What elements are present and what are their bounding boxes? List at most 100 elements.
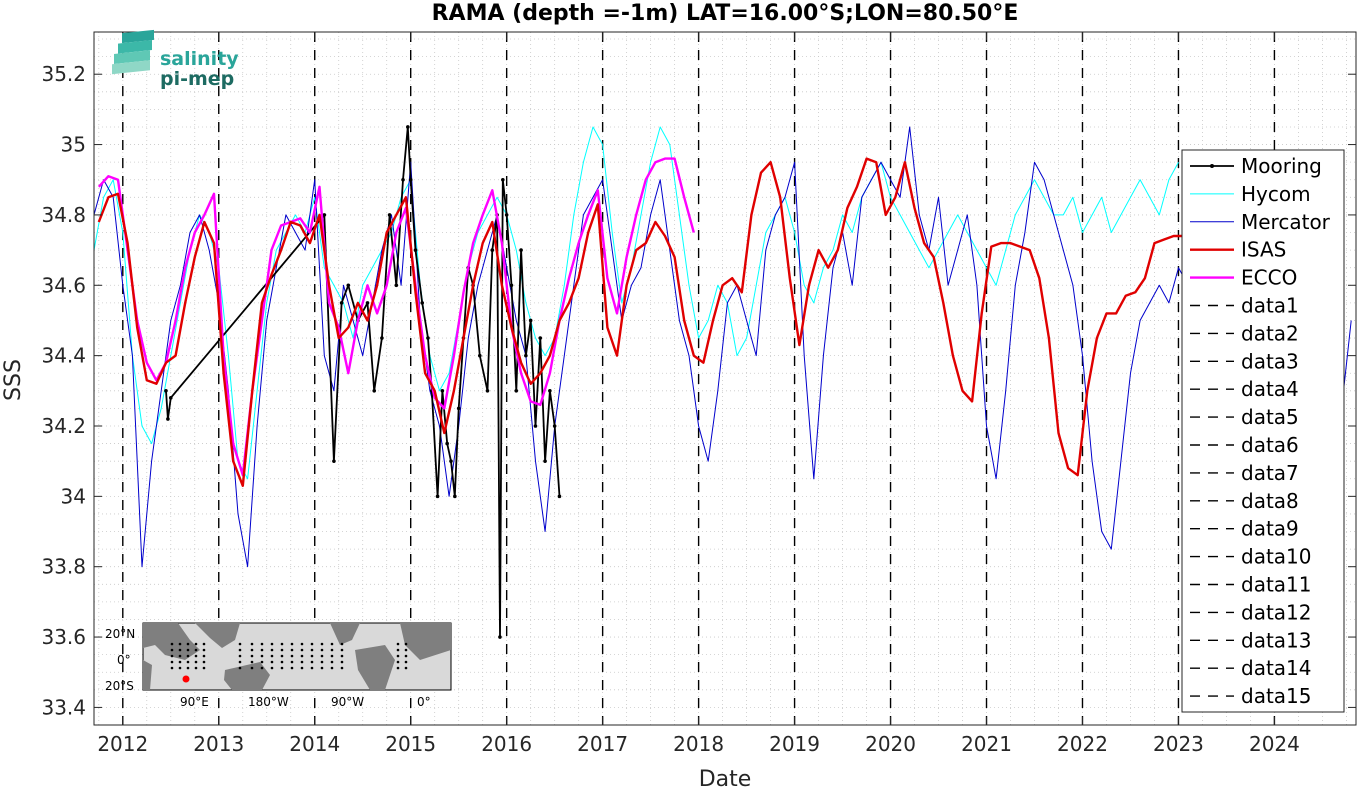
legend-label-data2: data2 [1241, 321, 1299, 345]
inset-mooring-dot [270, 642, 274, 646]
inset-mooring-dot [202, 666, 206, 670]
series-point-mooring [401, 177, 405, 182]
inset-mooring-dot [250, 642, 254, 646]
legend-label-data7: data7 [1241, 461, 1299, 485]
legend-marker-mooring [1210, 164, 1214, 168]
series-point-mooring [420, 301, 425, 305]
legend-label-data12: data12 [1241, 600, 1312, 624]
inset-mooring-dot [170, 642, 174, 646]
inset-mooring-dot [404, 654, 408, 658]
inset-mooring-dot [310, 654, 314, 658]
inset-mooring-dot [178, 660, 182, 664]
inset-mooring-dot [310, 648, 314, 652]
series-point-mooring [332, 459, 336, 463]
inset-mooring-dot [186, 660, 190, 664]
series-line-hycom [93, 126, 1179, 480]
x-tick-label-2023: 2023 [1153, 732, 1204, 756]
legend-label-data14: data14 [1241, 656, 1312, 680]
series-point-mooring [557, 494, 562, 499]
inset-mooring-dot [290, 648, 294, 652]
inset-mooring-dot [340, 660, 344, 664]
inset-mooring-dot [290, 666, 294, 670]
series-point-mooring [440, 389, 445, 393]
series-point-mooring [519, 248, 523, 252]
inset-mooring-dot [186, 648, 190, 652]
series-point-mooring [413, 248, 418, 252]
inset-selected-mooring-marker [182, 675, 190, 683]
inset-mooring-dot [170, 654, 174, 658]
inset-mooring-dots [170, 642, 408, 670]
inset-mooring-dot [178, 654, 182, 658]
y-tick-label-5: 34.4 [41, 344, 86, 368]
x-tick-label-2019: 2019 [769, 732, 820, 756]
y-tick-label-3: 34 [61, 484, 86, 508]
series-point-mooring [339, 301, 344, 305]
inset-mooring-dot [194, 660, 198, 664]
inset-mooring-dot [186, 666, 190, 670]
inset-mooring-dot [300, 642, 304, 646]
inset-lon-label-90w: 90°W [331, 695, 364, 709]
inset-lon-label-180w: 180°W [248, 695, 289, 709]
inset-world-map: 20°N 0° 20°S 90°E 180°W 90°W 0° [105, 622, 452, 709]
inset-mooring-dot [310, 666, 314, 670]
inset-mooring-dot [340, 648, 344, 652]
series-point-mooring [524, 353, 528, 358]
salinity-pi-mep-logo: salinity pi-mep [112, 29, 239, 90]
inset-mooring-dot [238, 642, 242, 646]
inset-mooring-dot [396, 654, 400, 658]
legend-label-data9: data9 [1241, 517, 1299, 541]
x-tick-label-2021: 2021 [961, 732, 1012, 756]
inset-mooring-dot [178, 642, 182, 646]
inset-mooring-dot [404, 666, 408, 670]
inset-mooring-dot [396, 666, 400, 670]
series-point-mooring [504, 213, 509, 217]
series-point-mooring [164, 389, 168, 393]
inset-mooring-dot [202, 654, 206, 658]
inset-mooring-dot [396, 660, 400, 664]
inset-mooring-dot [202, 648, 206, 652]
inset-mooring-dot [270, 666, 274, 670]
y-tick-label-2: 33.8 [41, 555, 86, 579]
inset-lat-label-0: 0° [117, 653, 131, 667]
inset-lat-label-20s: 20°S [105, 679, 134, 693]
inset-mooring-dot [290, 660, 294, 664]
inset-mooring-dot [238, 666, 242, 670]
inset-lat-label-20n: 20°N [105, 627, 135, 641]
inset-mooring-dot [280, 666, 284, 670]
inset-mooring-dot [194, 642, 198, 646]
inset-land-shapes [143, 623, 451, 690]
series-point-mooring [543, 459, 547, 463]
x-tick-label-2013: 2013 [193, 732, 244, 756]
y-tick-label-6: 34.6 [41, 273, 86, 297]
inset-mooring-dot [238, 654, 242, 658]
x-tick-label-2022: 2022 [1057, 732, 1108, 756]
inset-mooring-dot [340, 642, 344, 646]
inset-mooring-dot [280, 654, 284, 658]
series-point-mooring [449, 459, 453, 463]
series-point-mooring [485, 389, 490, 393]
y-tick-label-1: 33.6 [41, 625, 86, 649]
inset-mooring-dot [170, 660, 174, 664]
inset-mooring-dot [404, 642, 408, 646]
inset-mooring-dot [250, 666, 254, 670]
legend-label-isas: ISAS [1241, 238, 1286, 262]
series-point-mooring [498, 635, 502, 639]
inset-lon-label-0: 0° [417, 695, 431, 709]
logo-line-2: pi-mep [160, 68, 234, 90]
x-tick-label-2020: 2020 [865, 732, 916, 756]
chart-title: RAMA (depth =-1m) LAT=16.00°S;LON=80.50°… [432, 1, 1019, 26]
x-axis-label: Date [699, 767, 752, 790]
series-point-mooring [445, 441, 449, 446]
inset-mooring-dot [178, 648, 182, 652]
legend-label-hycom: Hycom [1241, 182, 1311, 206]
inset-mooring-dot [270, 660, 274, 664]
inset-mooring-dot [250, 654, 254, 658]
legend-label-data4: data4 [1241, 377, 1299, 401]
inset-mooring-dot [396, 648, 400, 652]
legend-label-data3: data3 [1241, 349, 1299, 373]
inset-mooring-dot [330, 660, 334, 664]
inset-mooring-dot [280, 660, 284, 664]
inset-mooring-dot [186, 642, 190, 646]
series-point-mooring [528, 318, 533, 323]
x-tick-label-2015: 2015 [385, 732, 436, 756]
